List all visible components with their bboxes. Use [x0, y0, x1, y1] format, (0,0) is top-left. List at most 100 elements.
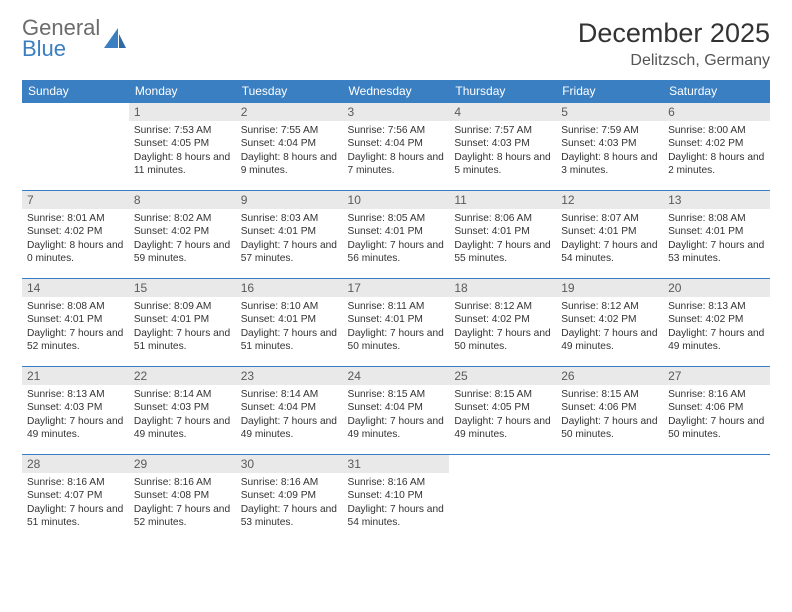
calendar-cell: 2Sunrise: 7:55 AMSunset: 4:04 PMDaylight… [236, 103, 343, 191]
calendar-cell: 16Sunrise: 8:10 AMSunset: 4:01 PMDayligh… [236, 279, 343, 367]
calendar-cell: 3Sunrise: 7:56 AMSunset: 4:04 PMDaylight… [343, 103, 450, 191]
weekday-header: Wednesday [343, 80, 450, 103]
day-body: Sunrise: 8:00 AMSunset: 4:02 PMDaylight:… [663, 121, 770, 182]
day-body: Sunrise: 8:05 AMSunset: 4:01 PMDaylight:… [343, 209, 450, 270]
day-body: Sunrise: 7:57 AMSunset: 4:03 PMDaylight:… [449, 121, 556, 182]
day-body: Sunrise: 8:16 AMSunset: 4:10 PMDaylight:… [343, 473, 450, 534]
day-number: 25 [449, 367, 556, 385]
logo: General Blue [22, 18, 128, 60]
title-block: December 2025 Delitzsch, Germany [578, 18, 770, 70]
day-number: 6 [663, 103, 770, 121]
day-number: 1 [129, 103, 236, 121]
calendar-cell: .. [663, 455, 770, 543]
calendar-cell: 1Sunrise: 7:53 AMSunset: 4:05 PMDaylight… [129, 103, 236, 191]
day-number: 31 [343, 455, 450, 473]
day-number: 10 [343, 191, 450, 209]
weekday-header: Monday [129, 80, 236, 103]
calendar-cell: .. [22, 103, 129, 191]
day-number: 22 [129, 367, 236, 385]
calendar-cell: 20Sunrise: 8:13 AMSunset: 4:02 PMDayligh… [663, 279, 770, 367]
calendar-cell: 9Sunrise: 8:03 AMSunset: 4:01 PMDaylight… [236, 191, 343, 279]
weekday-header: Sunday [22, 80, 129, 103]
calendar-cell: 5Sunrise: 7:59 AMSunset: 4:03 PMDaylight… [556, 103, 663, 191]
day-body: Sunrise: 8:12 AMSunset: 4:02 PMDaylight:… [556, 297, 663, 358]
day-number: 3 [343, 103, 450, 121]
day-number: 14 [22, 279, 129, 297]
calendar-cell: 6Sunrise: 8:00 AMSunset: 4:02 PMDaylight… [663, 103, 770, 191]
day-number: 13 [663, 191, 770, 209]
calendar-cell: 23Sunrise: 8:14 AMSunset: 4:04 PMDayligh… [236, 367, 343, 455]
day-number: 11 [449, 191, 556, 209]
calendar-cell: 26Sunrise: 8:15 AMSunset: 4:06 PMDayligh… [556, 367, 663, 455]
logo-text: General Blue [22, 18, 100, 60]
day-number: 17 [343, 279, 450, 297]
calendar-table: SundayMondayTuesdayWednesdayThursdayFrid… [22, 80, 770, 543]
calendar-cell: 29Sunrise: 8:16 AMSunset: 4:08 PMDayligh… [129, 455, 236, 543]
calendar-cell: 8Sunrise: 8:02 AMSunset: 4:02 PMDaylight… [129, 191, 236, 279]
day-body: Sunrise: 8:15 AMSunset: 4:04 PMDaylight:… [343, 385, 450, 446]
day-number: 20 [663, 279, 770, 297]
calendar-cell: 24Sunrise: 8:15 AMSunset: 4:04 PMDayligh… [343, 367, 450, 455]
calendar-cell: 12Sunrise: 8:07 AMSunset: 4:01 PMDayligh… [556, 191, 663, 279]
day-body: Sunrise: 8:03 AMSunset: 4:01 PMDaylight:… [236, 209, 343, 270]
calendar-cell: 17Sunrise: 8:11 AMSunset: 4:01 PMDayligh… [343, 279, 450, 367]
calendar-cell: 15Sunrise: 8:09 AMSunset: 4:01 PMDayligh… [129, 279, 236, 367]
location: Delitzsch, Germany [578, 52, 770, 70]
weekday-header: Thursday [449, 80, 556, 103]
calendar-cell: 14Sunrise: 8:08 AMSunset: 4:01 PMDayligh… [22, 279, 129, 367]
day-number: 16 [236, 279, 343, 297]
day-body: Sunrise: 8:08 AMSunset: 4:01 PMDaylight:… [22, 297, 129, 358]
day-number: 23 [236, 367, 343, 385]
day-body: Sunrise: 8:16 AMSunset: 4:08 PMDaylight:… [129, 473, 236, 534]
day-body: Sunrise: 7:53 AMSunset: 4:05 PMDaylight:… [129, 121, 236, 182]
day-body: Sunrise: 8:09 AMSunset: 4:01 PMDaylight:… [129, 297, 236, 358]
calendar-cell: 4Sunrise: 7:57 AMSunset: 4:03 PMDaylight… [449, 103, 556, 191]
calendar-cell: .. [556, 455, 663, 543]
day-number: 30 [236, 455, 343, 473]
calendar-cell: 7Sunrise: 8:01 AMSunset: 4:02 PMDaylight… [22, 191, 129, 279]
calendar-body: ..1Sunrise: 7:53 AMSunset: 4:05 PMDaylig… [22, 103, 770, 543]
day-body: Sunrise: 8:01 AMSunset: 4:02 PMDaylight:… [22, 209, 129, 270]
day-number: 21 [22, 367, 129, 385]
day-number: 5 [556, 103, 663, 121]
day-number: 19 [556, 279, 663, 297]
day-number: 2 [236, 103, 343, 121]
calendar-cell: 30Sunrise: 8:16 AMSunset: 4:09 PMDayligh… [236, 455, 343, 543]
calendar-cell: 13Sunrise: 8:08 AMSunset: 4:01 PMDayligh… [663, 191, 770, 279]
day-number: 27 [663, 367, 770, 385]
calendar-cell: 25Sunrise: 8:15 AMSunset: 4:05 PMDayligh… [449, 367, 556, 455]
calendar-cell: 28Sunrise: 8:16 AMSunset: 4:07 PMDayligh… [22, 455, 129, 543]
day-body: Sunrise: 8:08 AMSunset: 4:01 PMDaylight:… [663, 209, 770, 270]
logo-word-blue: Blue [22, 39, 100, 60]
day-body: Sunrise: 8:06 AMSunset: 4:01 PMDaylight:… [449, 209, 556, 270]
weekday-header: Saturday [663, 80, 770, 103]
day-number: 26 [556, 367, 663, 385]
weekday-header: Tuesday [236, 80, 343, 103]
day-number: 15 [129, 279, 236, 297]
header: General Blue December 2025 Delitzsch, Ge… [22, 18, 770, 70]
calendar-cell: 31Sunrise: 8:16 AMSunset: 4:10 PMDayligh… [343, 455, 450, 543]
calendar-cell: 18Sunrise: 8:12 AMSunset: 4:02 PMDayligh… [449, 279, 556, 367]
day-number: 28 [22, 455, 129, 473]
logo-sail-icon [102, 26, 128, 52]
calendar-cell: 21Sunrise: 8:13 AMSunset: 4:03 PMDayligh… [22, 367, 129, 455]
day-number: 24 [343, 367, 450, 385]
day-body: Sunrise: 8:14 AMSunset: 4:04 PMDaylight:… [236, 385, 343, 446]
day-body: Sunrise: 8:14 AMSunset: 4:03 PMDaylight:… [129, 385, 236, 446]
day-body: Sunrise: 8:15 AMSunset: 4:06 PMDaylight:… [556, 385, 663, 446]
day-body: Sunrise: 8:07 AMSunset: 4:01 PMDaylight:… [556, 209, 663, 270]
day-body: Sunrise: 8:10 AMSunset: 4:01 PMDaylight:… [236, 297, 343, 358]
day-body: Sunrise: 7:59 AMSunset: 4:03 PMDaylight:… [556, 121, 663, 182]
day-body: Sunrise: 8:11 AMSunset: 4:01 PMDaylight:… [343, 297, 450, 358]
day-number: 8 [129, 191, 236, 209]
day-body: Sunrise: 7:55 AMSunset: 4:04 PMDaylight:… [236, 121, 343, 182]
calendar-cell: 11Sunrise: 8:06 AMSunset: 4:01 PMDayligh… [449, 191, 556, 279]
day-body: Sunrise: 8:13 AMSunset: 4:03 PMDaylight:… [22, 385, 129, 446]
calendar-cell: .. [449, 455, 556, 543]
day-body: Sunrise: 8:15 AMSunset: 4:05 PMDaylight:… [449, 385, 556, 446]
calendar-cell: 19Sunrise: 8:12 AMSunset: 4:02 PMDayligh… [556, 279, 663, 367]
day-number: 29 [129, 455, 236, 473]
calendar-cell: 22Sunrise: 8:14 AMSunset: 4:03 PMDayligh… [129, 367, 236, 455]
day-number: 9 [236, 191, 343, 209]
day-number: 18 [449, 279, 556, 297]
